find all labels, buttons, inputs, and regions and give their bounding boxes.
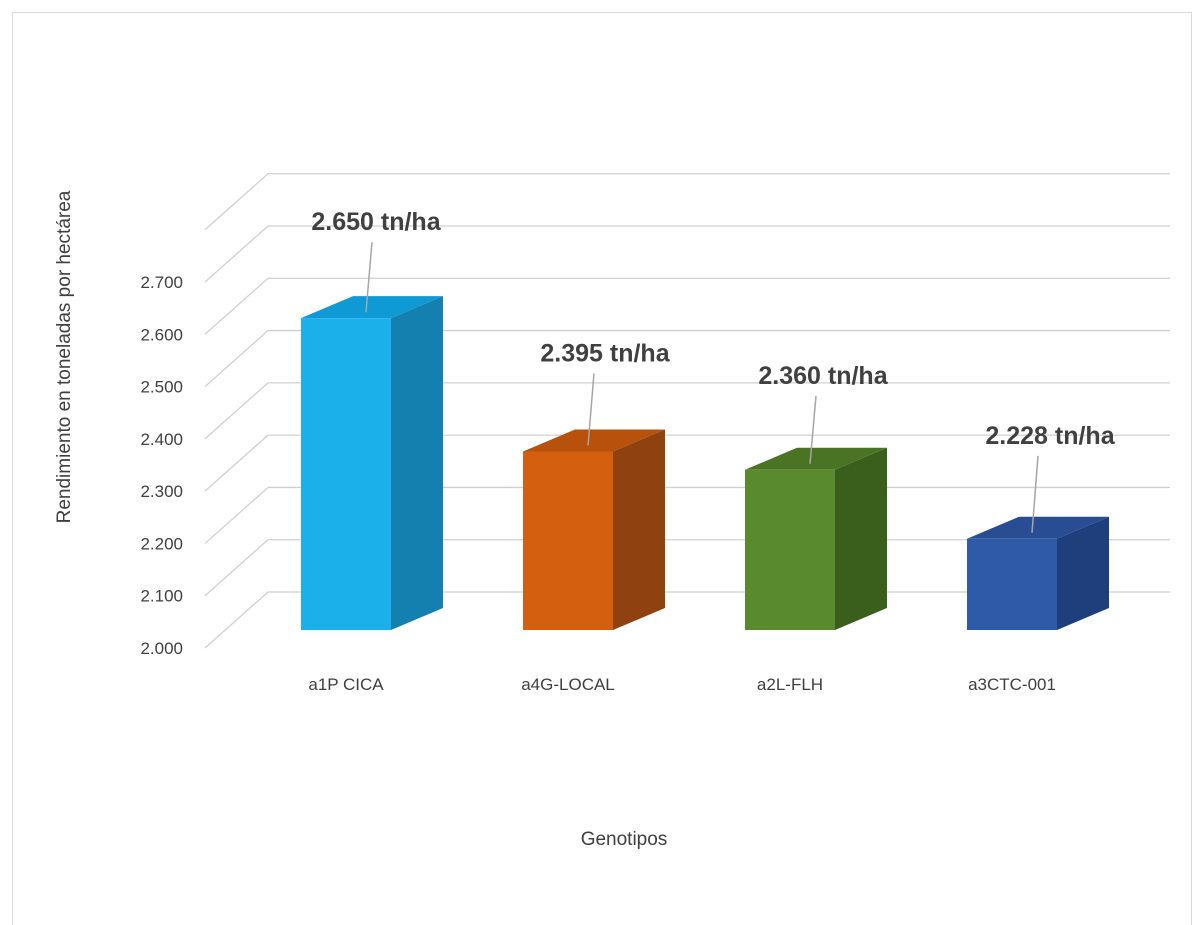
x-tick-label: a4G-LOCAL: [521, 675, 615, 694]
y-axis-ticks: 2.000 2.100 2.200 2.300 2.400 2.500 2.600 2.700: [140, 273, 183, 658]
gridline-diagonal: [204, 277, 269, 335]
gridline-diagonal: [204, 382, 269, 440]
data-label: 2.360 tn/ha: [758, 362, 888, 390]
x-axis-categories: a1P CICA a4G-LOCAL a2L-FLH a3CTC-001: [308, 675, 1056, 694]
x-tick-label: a3CTC-001: [968, 675, 1056, 694]
gridline-diagonal: [204, 225, 269, 283]
bar: [523, 451, 613, 630]
y-tick-label: 2.200: [140, 534, 183, 553]
y-tick-label: 2.600: [140, 325, 183, 344]
y-tick-label: 2.100: [140, 587, 183, 606]
x-tick-label: a1P CICA: [308, 675, 384, 694]
data-label: 2.228 tn/ha: [985, 422, 1115, 450]
bar: [967, 538, 1057, 630]
bar-side: [613, 429, 665, 630]
bar-top: [745, 447, 887, 470]
gridline-diagonal: [204, 434, 269, 492]
leader-line: [809, 395, 817, 464]
bar-top: [967, 516, 1109, 539]
gridline-diagonal: [204, 539, 269, 597]
bar-side: [835, 447, 887, 630]
data-label: 2.395 tn/ha: [540, 339, 670, 367]
leader-line: [587, 373, 595, 446]
bar-top: [523, 429, 665, 452]
chart-frame: [12, 12, 1192, 925]
data-label: 2.650 tn/ha: [311, 208, 441, 236]
bar: [745, 469, 835, 630]
y-axis-title: Rendimiento en toneladas por hectárea: [54, 190, 75, 523]
y-tick-label: 2.400: [140, 430, 183, 449]
gridline-diagonal: [204, 486, 269, 544]
bar-top: [301, 296, 443, 319]
y-tick-label: 2.500: [140, 378, 183, 397]
bar-side: [1057, 516, 1109, 630]
y-tick-label: 2.300: [140, 482, 183, 501]
x-axis-title: Genotipos: [581, 829, 668, 850]
bar: [301, 318, 391, 630]
gridline-diagonal: [204, 173, 269, 231]
y-tick-label: 2.000: [140, 639, 183, 658]
data-labels: 2.650 tn/ha 2.395 tn/ha 2.360 tn/ha 2.228 t…: [311, 208, 1116, 533]
leader-line: [1031, 455, 1039, 533]
gridline-diagonal: [204, 330, 269, 388]
y-tick-label: 2.700: [140, 273, 183, 292]
bar-side: [391, 296, 443, 630]
gridline-diagonal: [204, 591, 269, 649]
leader-line: [365, 242, 373, 313]
bars: [301, 296, 1109, 630]
x-tick-label: a2L-FLH: [757, 675, 823, 694]
